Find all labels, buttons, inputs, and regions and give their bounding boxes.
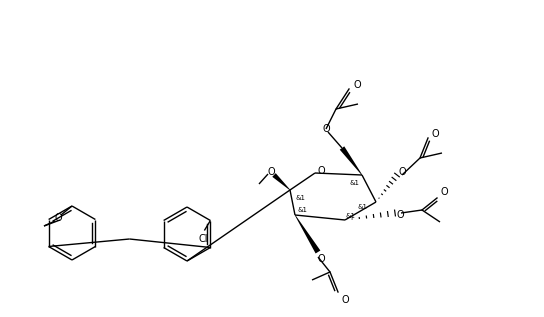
Text: O: O (353, 80, 361, 90)
Polygon shape (340, 146, 362, 175)
Text: O: O (440, 187, 448, 197)
Text: &1: &1 (298, 207, 308, 213)
Text: O: O (341, 295, 349, 305)
Text: Cl: Cl (199, 234, 208, 243)
Text: O: O (54, 213, 62, 223)
Text: &1: &1 (345, 213, 355, 219)
Polygon shape (273, 173, 290, 190)
Text: O: O (317, 166, 325, 176)
Text: &1: &1 (357, 204, 367, 210)
Text: O: O (396, 210, 404, 220)
Text: &1: &1 (295, 195, 305, 201)
Text: O: O (267, 167, 275, 177)
Text: O: O (317, 254, 325, 264)
Text: O: O (322, 124, 330, 134)
Polygon shape (295, 215, 320, 254)
Text: O: O (431, 129, 439, 139)
Text: O: O (398, 167, 406, 177)
Text: &1: &1 (349, 180, 359, 186)
